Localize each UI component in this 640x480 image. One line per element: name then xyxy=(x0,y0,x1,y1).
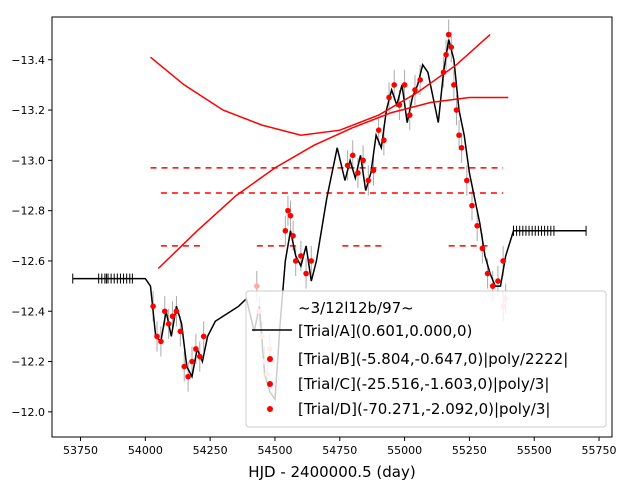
data-point xyxy=(479,245,486,252)
data-point xyxy=(458,144,465,151)
data-point xyxy=(285,207,291,214)
data-point xyxy=(355,170,361,176)
data-point xyxy=(365,177,372,184)
data-point xyxy=(177,328,184,335)
data-point xyxy=(406,112,413,118)
data-point xyxy=(150,303,156,310)
x-tick-label: 55500 xyxy=(517,444,552,457)
legend-entry-d: [Trial/D](-70.271,-2.092,0)|poly/3| xyxy=(298,400,550,418)
y-tick-label: −12.2 xyxy=(11,356,45,369)
data-point xyxy=(154,333,160,340)
data-point xyxy=(464,177,470,184)
data-point xyxy=(375,127,382,133)
legend-title: ~3/12l12b/97~ xyxy=(298,299,414,317)
y-tick-label: −12.8 xyxy=(11,205,45,218)
data-point xyxy=(360,157,366,164)
data-point xyxy=(185,373,191,380)
data-point xyxy=(440,69,447,76)
data-point xyxy=(401,82,408,88)
data-point xyxy=(489,283,496,289)
x-tick-label: 54500 xyxy=(257,444,292,457)
data-point xyxy=(303,270,309,277)
data-point xyxy=(193,346,199,352)
data-point xyxy=(495,278,501,284)
x-tick-label: 55750 xyxy=(582,444,617,457)
data-point xyxy=(453,107,460,113)
legend-box xyxy=(245,290,607,428)
legend-swatch-c xyxy=(267,381,273,387)
data-point xyxy=(386,94,392,101)
data-point xyxy=(484,270,491,277)
data-point xyxy=(254,283,260,289)
legend-entry-c: [Trial/C](-25.516,-1.603,0)|poly/3| xyxy=(298,375,549,393)
data-point xyxy=(391,82,398,88)
data-point xyxy=(287,212,294,219)
data-point xyxy=(443,51,449,58)
data-point xyxy=(189,358,195,365)
plot-frame xyxy=(51,16,613,438)
data-point xyxy=(445,31,452,38)
data-point xyxy=(500,258,506,264)
data-point xyxy=(456,132,462,139)
x-axis-label: HJD - 2400000.5 (day) xyxy=(248,463,415,480)
data-point xyxy=(381,137,387,144)
legend-swatch-d xyxy=(267,406,273,412)
x-tick-label: 55250 xyxy=(452,444,487,457)
data-point xyxy=(173,308,180,315)
data-point xyxy=(292,258,299,264)
series-line-fit-curve-2 xyxy=(157,96,509,270)
data-point xyxy=(451,82,457,88)
data-point xyxy=(412,87,418,93)
data-point xyxy=(158,338,164,345)
legend-swatch-b xyxy=(267,356,273,362)
data-point xyxy=(298,253,304,259)
legend-entry-a: [Trial/A](0.601,0.000,0) xyxy=(298,322,472,340)
data-point xyxy=(200,333,207,340)
data-point xyxy=(396,102,403,108)
data-point xyxy=(161,308,168,315)
y-tick-label: −12.4 xyxy=(11,305,45,318)
legend: ~3/12l12b/97~ [Trial/A](0.601,0.000,0) [… xyxy=(245,290,607,428)
legend-entry-b: [Trial/B](-5.804,-0.647,0)|poly/2222| xyxy=(298,350,568,368)
plot-area xyxy=(72,19,587,402)
y-tick-label: −13.4 xyxy=(11,54,45,67)
x-tick-label: 54250 xyxy=(193,444,228,457)
data-point xyxy=(448,44,455,50)
x-tick-label: 54750 xyxy=(322,444,357,457)
series-line-fit-curve-1 xyxy=(150,34,491,136)
data-point xyxy=(474,222,480,229)
data-point xyxy=(196,353,203,360)
data-point xyxy=(169,313,176,320)
data-point xyxy=(165,321,172,327)
x-tick-label: 55000 xyxy=(387,444,422,457)
data-point xyxy=(469,202,475,209)
y-tick-label: −13.0 xyxy=(11,154,45,167)
y-tick-label: −12.0 xyxy=(11,406,45,419)
axes: 53750 54000 54250 54500 54750 55000 55250 55500… xyxy=(11,54,616,457)
data-point xyxy=(290,233,296,239)
x-tick-label: 54000 xyxy=(128,444,163,457)
data-point xyxy=(282,227,289,234)
data-point xyxy=(417,77,423,83)
y-tick-label: −13.2 xyxy=(11,104,45,117)
data-point xyxy=(181,363,188,370)
x-tick-label: 53750 xyxy=(63,444,98,457)
data-point xyxy=(370,167,377,174)
y-tick-label: −12.6 xyxy=(11,255,45,268)
data-point xyxy=(344,162,351,169)
data-point xyxy=(308,258,315,264)
data-point xyxy=(349,152,356,159)
